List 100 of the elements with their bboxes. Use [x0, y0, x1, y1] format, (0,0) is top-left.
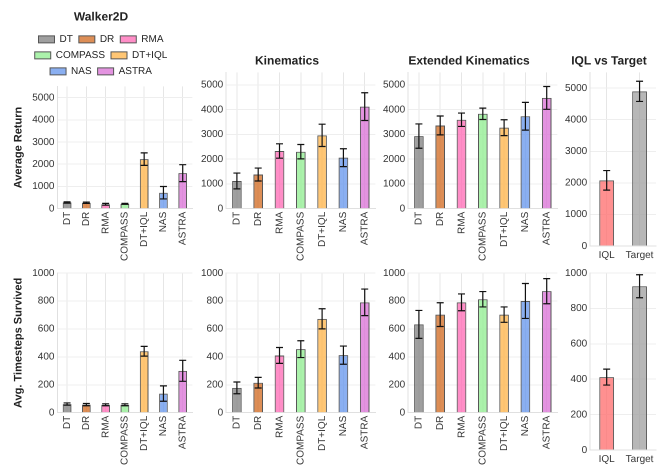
x-tick-label: DR: [81, 416, 92, 430]
legend-label: NAS: [71, 66, 92, 78]
x-tick-label: ASTRA: [177, 415, 188, 450]
y-tick-label: 800: [388, 296, 406, 307]
y-tick-label: 0: [48, 407, 55, 418]
x-tick-label: COMPASS: [478, 415, 489, 466]
legend-label: DT+IQL: [132, 50, 168, 62]
legend-label: DT: [60, 34, 73, 46]
legend-label: ASTRA: [118, 66, 152, 78]
x-tick-label: COMPASS: [296, 415, 307, 466]
y-tick-label: 2000: [200, 154, 224, 165]
x-tick-label: COMPASS: [478, 211, 489, 262]
y-tick-label: 800: [570, 303, 588, 314]
y-tick-label: 0: [218, 407, 224, 418]
y-tick-label: 600: [206, 324, 224, 335]
x-tick-label: DT: [232, 212, 243, 226]
x-tick-label: DT+IQL: [498, 211, 510, 248]
y-tick-label: 1000: [564, 209, 588, 220]
y-tick-label: 4000: [382, 104, 406, 116]
y-tick-label: 0: [48, 203, 55, 214]
x-tick-label: RMA: [100, 211, 112, 234]
x-tick-label: ASTRA: [177, 211, 188, 246]
chart-title: Extended Kinematics: [408, 54, 530, 68]
x-tick-label: ASTRA: [541, 211, 552, 246]
x-tick-label: NAS: [520, 211, 532, 232]
x-tick-label: NAS: [158, 415, 170, 436]
x-tick-label: COMPASS: [120, 415, 131, 466]
y-tick-label: 800: [206, 296, 224, 307]
chart-title: IQL vs Target: [571, 54, 647, 68]
y-tick-label: 1000: [32, 268, 55, 279]
chart-title: Kinematics: [254, 54, 320, 68]
chart-title: Walker2D: [74, 10, 128, 24]
x-tick-label: NAS: [520, 415, 532, 436]
y-tick-label: 0: [582, 444, 588, 456]
x-tick-label: DR: [434, 416, 446, 430]
x-tick-label: Target: [626, 454, 654, 465]
y-tick-label: 400: [388, 352, 406, 363]
y-tick-label: 4000: [32, 114, 55, 126]
x-tick-label: DT: [414, 212, 425, 226]
y-tick-label: 3000: [564, 146, 588, 158]
y-tick-label: 1000: [382, 178, 406, 190]
y-tick-label: 200: [570, 409, 588, 420]
x-tick-label: DT: [414, 416, 425, 430]
x-tick-label: DR: [81, 212, 92, 226]
x-tick-label: DT: [62, 416, 73, 430]
y-tick-label: 3000: [382, 129, 406, 140]
y-tick-label: 1000: [564, 268, 588, 279]
y-tick-label: 0: [582, 240, 588, 252]
x-tick-label: DT: [232, 416, 243, 430]
y-tick-label: 200: [388, 380, 406, 391]
y-tick-label: 5000: [564, 82, 588, 94]
y-tick-label: 0: [218, 203, 224, 214]
y-tick-label: 200: [206, 380, 224, 391]
x-tick-label: DR: [252, 416, 264, 430]
y-tick-label: 400: [206, 352, 224, 363]
y-tick-label: 1000: [32, 181, 55, 192]
x-tick-label: RMA: [456, 415, 468, 438]
x-tick-label: RMA: [100, 415, 112, 438]
y-tick-label: 0: [400, 203, 406, 214]
x-tick-label: DT+IQL: [498, 415, 510, 452]
y-tick-label: 0: [400, 407, 406, 418]
x-tick-label: NAS: [338, 415, 350, 436]
x-tick-label: NAS: [158, 211, 170, 232]
x-tick-label: COMPASS: [296, 211, 307, 262]
x-tick-label: IQL: [598, 250, 616, 261]
y-tick-label: 600: [38, 324, 55, 335]
x-tick-label: ASTRA: [541, 415, 552, 450]
legend-label: RMA: [141, 34, 164, 46]
y-axis-title: Avg. Timesteps Survived: [12, 278, 25, 408]
y-tick-label: 1000: [382, 268, 406, 279]
x-tick-label: NAS: [338, 211, 350, 232]
y-tick-label: 2000: [564, 178, 588, 189]
x-tick-label: Target: [626, 250, 654, 261]
x-tick-label: RMA: [274, 211, 286, 234]
y-tick-label: 5000: [32, 92, 55, 104]
y-tick-label: 4000: [564, 114, 588, 126]
y-tick-label: 200: [38, 380, 55, 391]
y-tick-label: 400: [38, 352, 55, 363]
x-tick-label: ASTRA: [359, 415, 370, 450]
y-tick-label: 4000: [200, 104, 224, 116]
x-tick-label: RMA: [456, 211, 468, 234]
y-tick-label: 2000: [32, 159, 55, 170]
x-tick-label: ASTRA: [359, 211, 370, 246]
y-tick-label: 5000: [200, 80, 224, 91]
y-axis-title: Average Return: [12, 106, 25, 188]
x-tick-label: DT+IQL: [316, 211, 328, 248]
legend-label: COMPASS: [56, 50, 106, 62]
y-tick-label: 600: [388, 324, 406, 335]
x-tick-label: IQL: [598, 454, 616, 465]
legend-label: DR: [100, 34, 114, 46]
y-tick-label: 5000: [382, 80, 406, 91]
y-tick-label: 1000: [200, 268, 224, 279]
x-tick-label: RMA: [274, 415, 286, 438]
y-tick-label: 600: [570, 338, 588, 350]
x-tick-label: DT+IQL: [138, 415, 150, 452]
y-tick-label: 400: [570, 374, 588, 385]
y-tick-label: 3000: [200, 129, 224, 140]
y-tick-label: 800: [38, 296, 55, 307]
y-tick-label: 3000: [32, 136, 55, 148]
x-tick-label: DT+IQL: [316, 415, 328, 452]
